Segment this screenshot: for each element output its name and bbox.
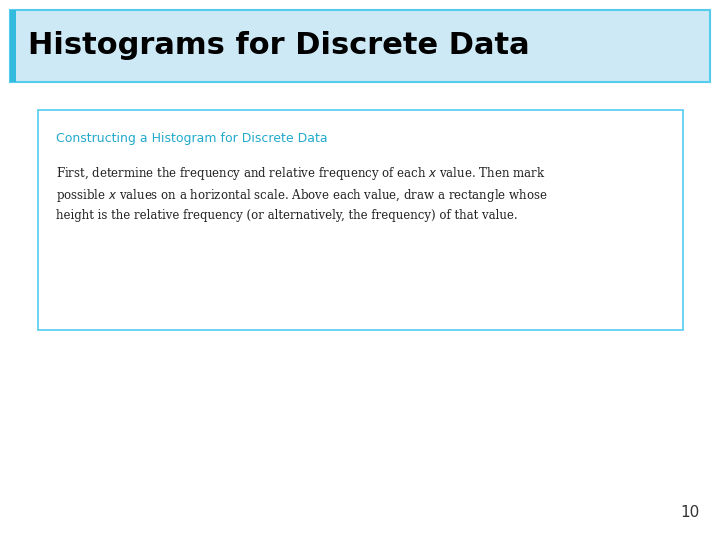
Text: Histograms for Discrete Data: Histograms for Discrete Data bbox=[28, 31, 530, 60]
Text: First, determine the frequency and relative frequency of each $x$ value. Then ma: First, determine the frequency and relat… bbox=[56, 165, 545, 182]
Bar bbox=[10, 10, 710, 82]
Text: First, determine the frequency and relative frequency of each: First, determine the frequency and relat… bbox=[0, 539, 1, 540]
Text: 10: 10 bbox=[680, 505, 700, 520]
Text: possible $x$ values on a horizontal scale. Above each value, draw a rectangle wh: possible $x$ values on a horizontal scal… bbox=[56, 187, 548, 204]
Text: height is the relative frequency (or alternatively, the frequency) of that value: height is the relative frequency (or alt… bbox=[56, 209, 518, 222]
Bar bbox=[10, 10, 16, 82]
Bar bbox=[38, 110, 683, 330]
Text: Constructing a Histogram for Discrete Data: Constructing a Histogram for Discrete Da… bbox=[56, 132, 328, 145]
